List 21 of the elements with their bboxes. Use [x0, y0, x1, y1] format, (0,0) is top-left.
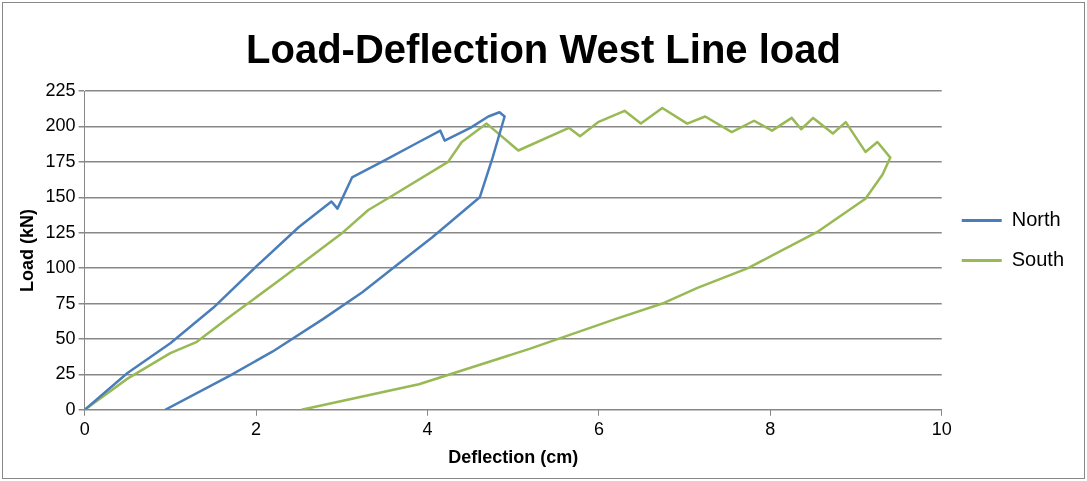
x-axis-title: Deflection (cm) — [448, 447, 579, 468]
y-axis-title: Load (kN) — [16, 208, 37, 292]
y-tick-label: 100 — [45, 257, 76, 278]
x-tick-label: 10 — [931, 418, 952, 439]
legend-label: South — [1011, 248, 1064, 271]
y-tick-label: 125 — [45, 221, 76, 242]
x-tick-label: 2 — [251, 418, 262, 439]
y-tick-label: 75 — [55, 292, 76, 313]
chart-title: Load-Deflection West Line load — [246, 27, 841, 72]
y-tick-label: 225 — [45, 79, 76, 100]
x-tick-label: 0 — [79, 418, 90, 439]
y-tick-label: 175 — [45, 150, 76, 171]
y-tick-label: 50 — [55, 327, 76, 348]
x-tick-label: 4 — [422, 418, 433, 439]
y-tick-label: 0 — [65, 398, 76, 419]
x-tick-label: 6 — [593, 418, 604, 439]
x-tick-label: 8 — [765, 418, 776, 439]
y-tick-label: 150 — [45, 186, 76, 207]
y-tick-label: 25 — [55, 363, 76, 384]
y-tick-label: 200 — [45, 115, 76, 136]
legend-label: North — [1011, 208, 1061, 231]
